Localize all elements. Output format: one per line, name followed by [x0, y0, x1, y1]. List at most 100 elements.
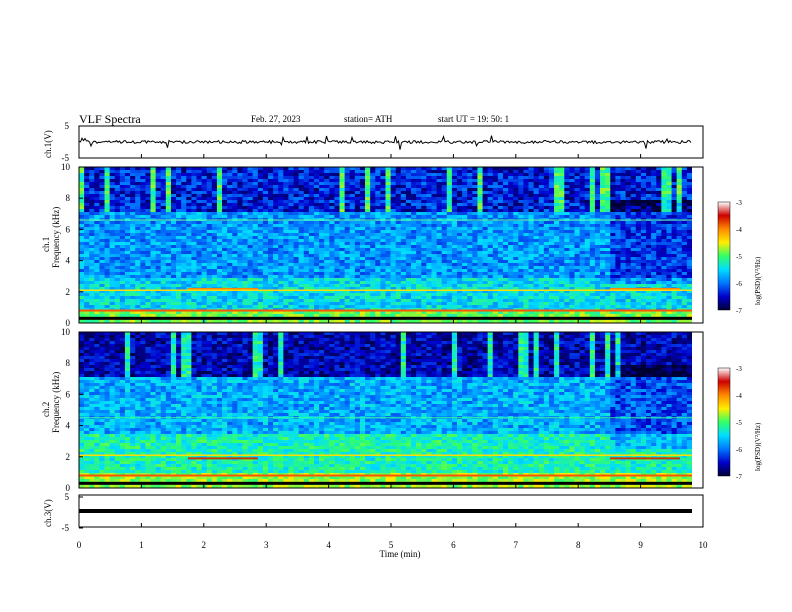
- spectrogram-cell: [324, 305, 330, 309]
- spectrogram-cell: [564, 254, 570, 258]
- spectrogram-cell: [84, 224, 90, 228]
- spectrogram-cell: [385, 203, 391, 207]
- spectrogram-cell: [222, 305, 228, 309]
- spectrogram-cell: [293, 170, 299, 174]
- spectrogram-cell: [324, 233, 330, 237]
- spectrogram-cell: [467, 263, 473, 267]
- spectrogram-cell: [411, 230, 417, 234]
- spectrogram-cell: [303, 212, 310, 216]
- spectrogram-cell: [89, 272, 95, 276]
- spectrogram-cell: [344, 197, 351, 201]
- spectrogram-cell: [170, 272, 177, 276]
- spectrogram-cell: [89, 176, 95, 180]
- spectrogram-cell: [293, 281, 299, 285]
- spectrogram-cell: [436, 167, 442, 171]
- spectrogram-cell: [273, 170, 279, 174]
- spectrogram-cell: [242, 263, 248, 267]
- spectrogram-cell: [104, 254, 110, 258]
- spectrogram-cell: [211, 266, 218, 270]
- spectrogram-cell: [462, 170, 468, 174]
- spectrogram-cell: [273, 242, 279, 246]
- spectrogram-cell: [329, 278, 335, 282]
- spectrogram-cell: [119, 188, 126, 192]
- spectrogram-cell: [227, 191, 233, 195]
- spectrogram-cell: [114, 263, 121, 267]
- spectrogram-cell: [170, 194, 177, 198]
- spectrogram-cell: [84, 197, 90, 201]
- spectrogram-cell: [140, 272, 146, 276]
- spectrogram-cell: [99, 233, 105, 237]
- spectrogram-cell: [84, 281, 90, 285]
- spectrogram-cell: [278, 290, 284, 294]
- spectrogram-cell: [176, 221, 182, 225]
- spectrogram-cell: [426, 212, 432, 216]
- spectrogram-cell: [446, 224, 453, 228]
- spectrogram-cell: [150, 272, 156, 276]
- spectrogram-cell: [176, 254, 182, 258]
- spectrogram-cell: [181, 305, 187, 309]
- spectrogram-cell: [502, 221, 509, 225]
- spectrogram-cell: [492, 263, 499, 267]
- spectrogram-cell: [160, 263, 167, 267]
- spectrogram-cell: [89, 260, 95, 264]
- spectrogram-cell: [390, 290, 397, 294]
- spectrogram-cell: [160, 302, 167, 306]
- spectrogram-cell: [201, 230, 208, 234]
- spectrogram-cell: [497, 293, 504, 297]
- spectrogram-cell: [232, 257, 238, 261]
- spectrogram-cell: [201, 233, 208, 237]
- spectrogram-cell: [528, 215, 534, 219]
- spectrogram-cell: [191, 209, 197, 213]
- spectrogram-cell: [135, 170, 141, 174]
- spectrogram-cell: [237, 278, 243, 282]
- spectrogram-cell: [564, 206, 570, 210]
- spectrogram-cell: [278, 257, 284, 261]
- spectrogram-cell: [262, 188, 269, 192]
- spectrogram-cell: [283, 200, 289, 204]
- spectrogram-cell: [201, 296, 208, 300]
- spectrogram-cell: [416, 263, 422, 267]
- spectrogram-cell: [94, 173, 100, 177]
- spectrogram-cell: [303, 188, 310, 192]
- spectrogram-cell: [543, 302, 550, 306]
- spectrogram-cell: [441, 191, 448, 195]
- spectrogram-cell: [89, 251, 95, 255]
- spectrogram-cell: [339, 302, 345, 306]
- spectrogram-cell: [421, 269, 427, 273]
- spectrogram-cell: [513, 296, 519, 300]
- spectrogram-cell: [559, 212, 565, 216]
- spectrogram-cell: [477, 284, 483, 288]
- spectrogram-cell: [518, 287, 524, 291]
- spectrogram-cell: [186, 176, 192, 180]
- spectrogram-cell: [416, 275, 422, 279]
- spectrogram-cell: [319, 221, 325, 225]
- spectrogram-cell: [308, 320, 315, 324]
- spectrogram-cell: [416, 170, 422, 174]
- spectrogram-cell: [288, 188, 294, 192]
- spectrogram-cell: [222, 299, 228, 303]
- spectrogram-cell: [477, 320, 483, 324]
- spectrogram-cell: [441, 254, 448, 258]
- spectrogram-cell: [176, 278, 182, 282]
- spectrogram-cell: [533, 290, 540, 294]
- spectrogram-cell: [528, 275, 534, 279]
- spectrogram-cell: [421, 299, 427, 303]
- spectrogram-cell: [94, 281, 100, 285]
- spectrogram-cell: [344, 182, 351, 186]
- spectrogram-cell: [222, 185, 228, 189]
- spectrogram-cell: [426, 182, 432, 186]
- spectrogram-cell: [232, 212, 238, 216]
- spectrogram-cell: [99, 173, 105, 177]
- spectrogram-cell: [477, 254, 483, 258]
- spectrogram-cell: [232, 200, 238, 204]
- spectrogram-cell: [283, 227, 289, 231]
- spectrogram-cell: [548, 236, 555, 240]
- spectrogram-cell: [104, 278, 110, 282]
- spectrogram-cell: [354, 203, 361, 207]
- spectrogram-cell: [84, 212, 90, 216]
- spectrogram-cell: [191, 281, 197, 285]
- spectrogram-cell: [344, 263, 351, 267]
- spectrogram-cell: [135, 176, 141, 180]
- spectrogram-cell: [370, 224, 376, 228]
- spectrogram-cell: [457, 227, 463, 231]
